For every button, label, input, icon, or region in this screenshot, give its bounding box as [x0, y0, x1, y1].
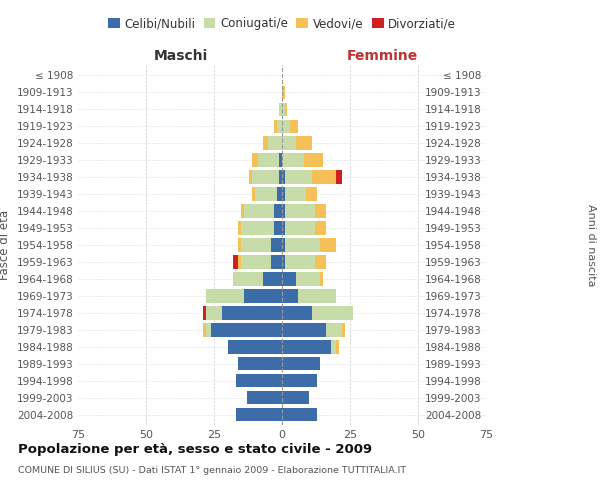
- Bar: [285, 204, 314, 218]
- Bar: [252, 188, 255, 200]
- Bar: [257, 154, 279, 166]
- Text: Anni di nascita: Anni di nascita: [586, 204, 596, 286]
- Bar: [206, 324, 211, 336]
- Bar: [274, 120, 277, 133]
- Bar: [282, 272, 296, 285]
- Bar: [342, 324, 344, 336]
- Bar: [282, 222, 285, 234]
- Bar: [314, 256, 326, 268]
- Bar: [238, 256, 241, 268]
- Bar: [211, 324, 282, 336]
- Bar: [282, 324, 326, 336]
- Bar: [282, 136, 296, 149]
- Bar: [279, 154, 282, 166]
- Bar: [285, 170, 312, 183]
- Bar: [233, 256, 238, 268]
- Bar: [282, 154, 304, 166]
- Bar: [296, 272, 320, 285]
- Bar: [282, 120, 290, 133]
- Bar: [238, 222, 241, 234]
- Bar: [282, 290, 298, 302]
- Bar: [203, 324, 206, 336]
- Bar: [282, 408, 317, 422]
- Bar: [277, 188, 282, 200]
- Bar: [331, 340, 337, 353]
- Bar: [233, 272, 263, 285]
- Bar: [290, 120, 298, 133]
- Bar: [274, 204, 282, 218]
- Bar: [238, 238, 241, 252]
- Bar: [337, 170, 342, 183]
- Text: Popolazione per età, sesso e stato civile - 2009: Popolazione per età, sesso e stato civil…: [18, 442, 372, 456]
- Bar: [252, 170, 279, 183]
- Text: COMUNE DI SILIUS (SU) - Dati ISTAT 1° gennaio 2009 - Elaborazione TUTTITALIA.IT: COMUNE DI SILIUS (SU) - Dati ISTAT 1° ge…: [18, 466, 406, 475]
- Bar: [238, 357, 282, 370]
- Bar: [285, 188, 307, 200]
- Bar: [282, 238, 285, 252]
- Bar: [282, 340, 331, 353]
- Bar: [271, 238, 282, 252]
- Bar: [282, 170, 285, 183]
- Bar: [271, 256, 282, 268]
- Bar: [282, 357, 320, 370]
- Bar: [282, 391, 309, 404]
- Bar: [285, 222, 314, 234]
- Bar: [282, 374, 317, 388]
- Bar: [314, 222, 326, 234]
- Bar: [279, 170, 282, 183]
- Bar: [263, 136, 268, 149]
- Bar: [282, 204, 285, 218]
- Bar: [268, 136, 282, 149]
- Text: Maschi: Maschi: [154, 50, 208, 64]
- Bar: [244, 290, 282, 302]
- Bar: [282, 306, 312, 320]
- Bar: [320, 238, 337, 252]
- Bar: [255, 188, 277, 200]
- Bar: [274, 222, 282, 234]
- Bar: [282, 256, 285, 268]
- Bar: [326, 324, 342, 336]
- Bar: [244, 204, 274, 218]
- Bar: [282, 188, 285, 200]
- Bar: [247, 391, 282, 404]
- Bar: [236, 408, 282, 422]
- Y-axis label: Fasce di età: Fasce di età: [0, 210, 11, 280]
- Bar: [285, 256, 314, 268]
- Bar: [277, 120, 282, 133]
- Bar: [314, 204, 326, 218]
- Bar: [282, 86, 285, 99]
- Bar: [285, 102, 287, 116]
- Bar: [307, 188, 317, 200]
- Bar: [282, 102, 285, 116]
- Bar: [312, 170, 337, 183]
- Bar: [304, 154, 323, 166]
- Text: Femmine: Femmine: [347, 50, 418, 64]
- Bar: [252, 154, 257, 166]
- Bar: [236, 374, 282, 388]
- Bar: [312, 306, 353, 320]
- Bar: [320, 272, 323, 285]
- Bar: [206, 306, 222, 320]
- Bar: [296, 136, 312, 149]
- Bar: [241, 256, 271, 268]
- Bar: [241, 238, 271, 252]
- Bar: [222, 306, 282, 320]
- Legend: Celibi/Nubili, Coniugati/e, Vedovi/e, Divorziati/e: Celibi/Nubili, Coniugati/e, Vedovi/e, Di…: [106, 15, 458, 33]
- Bar: [263, 272, 282, 285]
- Bar: [241, 222, 274, 234]
- Bar: [298, 290, 337, 302]
- Bar: [241, 204, 244, 218]
- Bar: [203, 306, 206, 320]
- Bar: [285, 238, 320, 252]
- Bar: [279, 102, 282, 116]
- Bar: [206, 290, 244, 302]
- Bar: [250, 170, 252, 183]
- Bar: [227, 340, 282, 353]
- Bar: [337, 340, 339, 353]
